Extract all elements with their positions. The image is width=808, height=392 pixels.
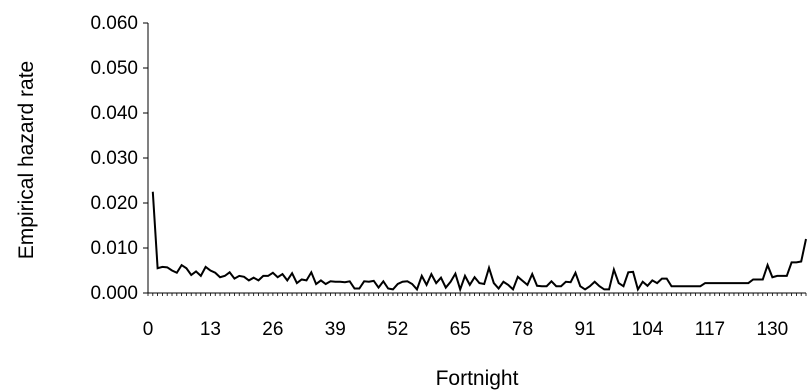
x-tick-label: 13: [200, 319, 221, 340]
y-tick-label: 0.020: [90, 193, 138, 214]
x-tick-label: 117: [695, 319, 725, 340]
x-tick-label: 39: [325, 319, 346, 340]
y-axis: 0.000 0.010 0.020 0.030 0.040 0.050 0.060: [90, 13, 149, 304]
y-tick-label: 0.050: [90, 58, 138, 79]
y-tick-label: 0.030: [90, 148, 138, 169]
y-tick-label: 0.060: [90, 13, 138, 34]
x-tick-label: 26: [262, 319, 283, 340]
x-tick-label: 78: [512, 319, 533, 340]
y-tick-label: 0.040: [90, 103, 138, 124]
x-axis: 0 13 26 39 52 65 78 91 104 117 130: [143, 292, 807, 340]
y-tick-label: 0.010: [90, 238, 138, 259]
x-axis-title: Fortnight: [436, 367, 519, 390]
x-tick-label: 65: [450, 319, 471, 340]
x-tick-label: 104: [632, 319, 664, 340]
x-tick-label: 52: [387, 319, 408, 340]
x-tick-label: 91: [574, 319, 595, 340]
x-tick-label: 130: [757, 319, 789, 340]
series-line: [151, 191, 807, 293]
plot-area: [151, 191, 807, 293]
y-tick-label: 0.000: [90, 283, 138, 304]
y-axis-title: Empirical hazard rate: [15, 61, 38, 259]
x-tick-label: 0: [143, 319, 154, 340]
